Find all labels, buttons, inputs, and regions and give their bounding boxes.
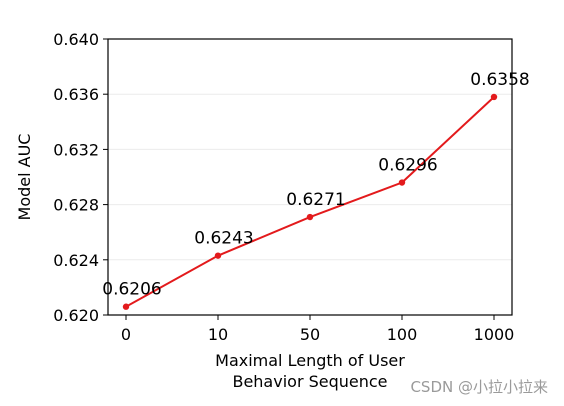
x-axis-ticks: 0 10 50 100 1000: [121, 315, 514, 344]
data-label: 0.6243: [194, 229, 253, 249]
y-tick-label: 0.636: [53, 85, 99, 104]
data-label: 0.6206: [102, 280, 161, 300]
x-tick-label: 0: [121, 325, 131, 344]
watermark-text: CSDN @小拉小拉来: [410, 378, 548, 396]
x-tick-label: 1000: [474, 325, 515, 344]
data-point: [306, 213, 314, 221]
grid-lines: [108, 93, 512, 261]
y-tick-label: 0.620: [53, 306, 99, 325]
y-tick-label: 0.632: [53, 140, 99, 159]
x-tick-label: 50: [300, 325, 320, 344]
data-label: 0.6271: [286, 190, 345, 210]
y-tick-label: 0.624: [53, 251, 99, 270]
y-axis-ticks: 0.620 0.624 0.628 0.632 0.636 0.640: [53, 30, 108, 325]
x-axis-label-line-2: Behavior Sequence: [232, 372, 387, 391]
y-tick-label: 0.640: [53, 30, 99, 49]
chart-axes: [107, 38, 513, 316]
data-point: [122, 303, 130, 310]
x-tick-label: 100: [387, 325, 418, 344]
x-tick-label: 10: [208, 325, 228, 344]
x-axis-label-line-1: Maximal Length of User: [215, 351, 405, 370]
data-point: [490, 93, 498, 101]
plot-frame: [107, 38, 513, 316]
y-tick-label: 0.628: [53, 196, 99, 215]
data-point: [398, 179, 406, 186]
data-labels: 0.6206 0.6243 0.6271 0.6296 0.6358: [102, 70, 529, 300]
data-point: [214, 252, 222, 259]
series-line-group: [122, 93, 498, 310]
y-axis-label: Model AUC: [15, 134, 34, 221]
data-label: 0.6296: [378, 156, 437, 176]
data-label: 0.6358: [470, 70, 529, 90]
